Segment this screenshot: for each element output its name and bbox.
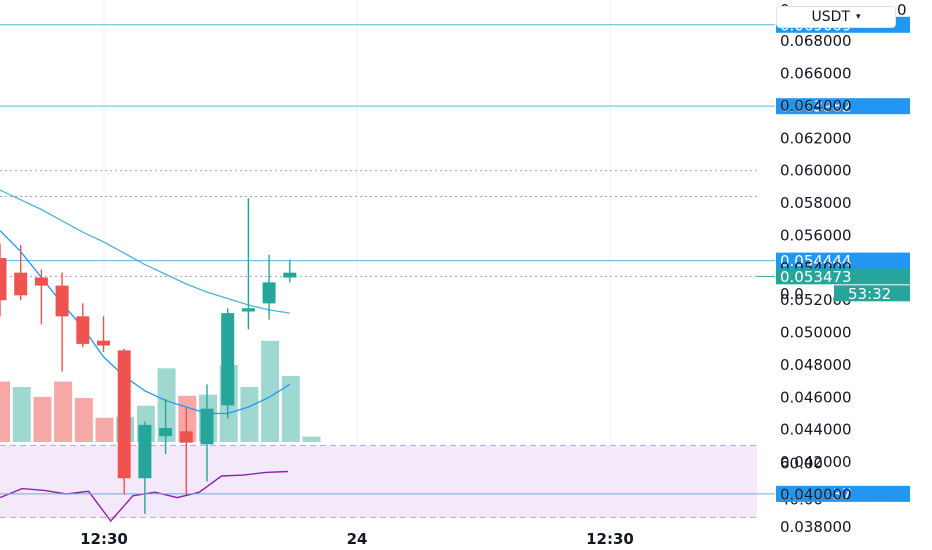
countdown-prefix: 0.0 xyxy=(780,285,804,303)
chevron-down-icon: ▾ xyxy=(855,12,861,22)
last-price-label: 0.053473 xyxy=(780,268,852,286)
price-tick-label: 0.056000 xyxy=(780,226,852,244)
currency-label: USDT xyxy=(811,9,850,25)
volume-bar xyxy=(54,381,73,442)
time-axis[interactable]: 12:30 24 12:30 xyxy=(80,530,634,548)
candle-body xyxy=(55,285,69,317)
countdown-label: 53:32 xyxy=(848,285,891,303)
price-tick-label: 0.060000 xyxy=(780,162,852,180)
rsi-band xyxy=(0,445,757,518)
volume-bar xyxy=(74,398,93,442)
countdown-tag xyxy=(834,285,910,302)
candle-body xyxy=(0,258,7,301)
volume-bar xyxy=(302,436,321,442)
price-axis[interactable]: 0.068000 0.066000 0.064000 0.062000 0.060000… xyxy=(757,1,910,536)
candle-body xyxy=(117,350,131,479)
candle-body xyxy=(138,424,152,479)
time-tick-label: 24 xyxy=(347,530,368,548)
price-line-tag xyxy=(776,98,910,115)
volume-bar xyxy=(240,387,259,442)
currency-button[interactable]: USDT ▾ xyxy=(776,6,896,28)
price-line-tag xyxy=(776,485,910,502)
price-line-tag-label: 0.063982 xyxy=(780,98,852,116)
candle-body xyxy=(34,277,48,286)
ma-long-line xyxy=(0,189,290,314)
volume-bars xyxy=(0,340,321,442)
price-tick-label: 0.042000 xyxy=(780,453,852,471)
clipped-tick-label: 0 xyxy=(897,1,907,19)
price-tick-label: 0.050000 xyxy=(780,324,852,342)
volume-bar xyxy=(157,368,176,442)
volume-bar xyxy=(33,396,52,442)
time-tick-label: 12:30 xyxy=(586,530,634,548)
price-tick-label: 0.052000 xyxy=(780,291,852,309)
price-tick-label: 0.046000 xyxy=(780,388,852,406)
time-tick-label: 12:30 xyxy=(80,530,128,548)
candle-body xyxy=(76,316,90,344)
price-tick-label: 0.058000 xyxy=(780,194,852,212)
candle-body xyxy=(262,282,276,304)
ma-short-line xyxy=(0,230,291,415)
candle-body xyxy=(159,428,173,437)
price-tick-label: 0.044000 xyxy=(780,421,852,439)
candle-body xyxy=(14,272,28,296)
price-line-tag-label: 0.040037 xyxy=(780,485,852,503)
price-tick-label: 0.062000 xyxy=(780,129,852,147)
candle-body xyxy=(200,408,214,445)
candle-body xyxy=(179,431,193,443)
candles xyxy=(0,198,297,514)
candle-body xyxy=(241,308,255,312)
price-line-tag-label: 0.054444 xyxy=(780,252,852,270)
volume-bar xyxy=(12,387,31,442)
volume-bar xyxy=(178,395,197,442)
price-line-tag xyxy=(776,252,910,269)
candle-body xyxy=(97,340,110,346)
price-tick-label: 0.064000 xyxy=(780,97,852,115)
price-tick-label: 0.068000 xyxy=(780,32,852,50)
volume-bar xyxy=(0,381,10,442)
price-tick-label: 0.040000 xyxy=(780,485,852,503)
moving-averages xyxy=(0,189,291,415)
volume-bar xyxy=(281,376,300,442)
price-tick-label: 0.038000 xyxy=(780,518,852,536)
volume-bar xyxy=(95,417,114,442)
price-tick-label: 0.048000 xyxy=(780,356,852,374)
volume-bar xyxy=(261,340,280,442)
candle-body xyxy=(221,313,235,406)
candle-body xyxy=(283,272,297,278)
price-tick-label: 0.066000 xyxy=(780,65,852,83)
last-price-tag xyxy=(776,268,910,285)
rsi-tick-label: 60.00 xyxy=(780,454,823,472)
